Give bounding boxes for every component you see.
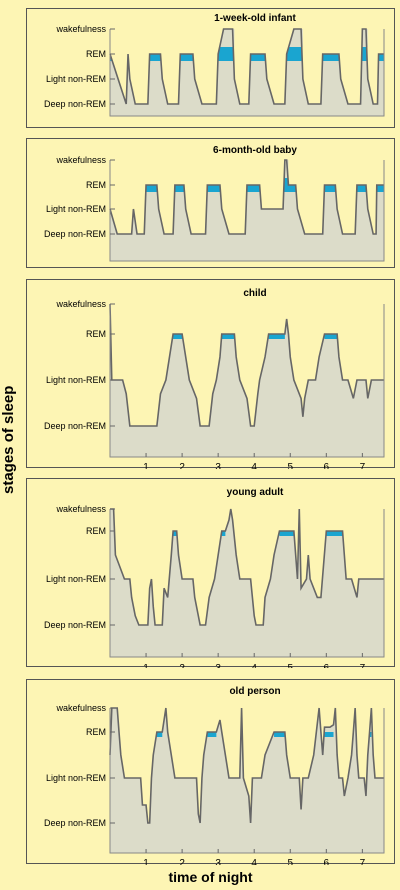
x-tick-label: 4: [251, 858, 257, 865]
x-tick-label: 6: [324, 858, 330, 865]
sleep-area: [110, 29, 384, 116]
x-tick-label: 6: [324, 462, 330, 469]
chart-panel-child: child wakefulness REM Light non-REM Deep non…: [26, 279, 395, 469]
stage-label-light-nonrem: Light non-REM: [46, 574, 106, 584]
chart-title: child: [243, 288, 266, 299]
chart-title: young adult: [227, 487, 284, 498]
rem-period: [221, 531, 226, 536]
x-tick-label: 2: [179, 462, 185, 469]
stage-label-wakefulness: wakefulness: [55, 504, 106, 514]
sleep-stage-line: [109, 28, 384, 105]
x-tick-label: 7: [360, 858, 366, 865]
y-axis-title: stages of sleep: [0, 385, 17, 495]
stage-label-rem: REM: [86, 49, 106, 59]
chart-panel-baby: 6-month-old baby wakefulness REM Light non-…: [26, 138, 395, 268]
rem-period: [274, 732, 285, 737]
chart-panel-old-person: old person wakefulness REM Light non-REM Dee…: [26, 679, 395, 865]
x-tick-label: 1: [143, 663, 149, 668]
plot-frame: [109, 29, 385, 117]
chart-title: 6-month-old baby: [213, 145, 297, 156]
stage-label-rem: REM: [86, 329, 106, 339]
x-tick-label: 2: [179, 663, 185, 668]
rem-period: [279, 531, 294, 536]
x-axis-title: time of night: [168, 869, 253, 885]
sleep-stage-line: [109, 159, 384, 235]
x-tick-label: 1: [143, 462, 149, 469]
stage-label-rem: REM: [86, 180, 106, 190]
rem-period: [207, 732, 217, 737]
x-tick-label: 4: [251, 462, 257, 469]
stage-label-deep-nonrem: Deep non-REM: [44, 99, 106, 109]
x-tick-label: 5: [287, 858, 293, 865]
rem-period: [369, 732, 372, 737]
sleep-chart-svg: young adult wakefulness REM Light non-REM De…: [44, 487, 385, 668]
plot-frame: [109, 708, 385, 854]
wake-peak: [223, 29, 233, 47]
sleep-area: [110, 304, 384, 457]
rem-period: [173, 531, 177, 536]
rem-period: [326, 531, 343, 536]
stage-label-light-nonrem: Light non-REM: [46, 204, 106, 214]
sleep-area: [110, 509, 384, 657]
x-tick-label: 5: [287, 663, 293, 668]
x-tick-label: 3: [215, 858, 221, 865]
x-tick-label: 7: [360, 663, 366, 668]
stage-label-rem: REM: [86, 526, 106, 536]
x-tick-label: 7: [360, 462, 366, 469]
x-tick-label: 3: [215, 462, 221, 469]
sleep-chart-svg: old person wakefulness REM Light non-REM Dee…: [44, 686, 385, 865]
stage-label-wakefulness: wakefulness: [55, 703, 106, 713]
stage-label-deep-nonrem: Deep non-REM: [44, 620, 106, 630]
stage-label-light-nonrem: Light non-REM: [46, 773, 106, 783]
x-tick-label: 5: [287, 462, 293, 469]
chart-title: 1-week-old infant: [214, 13, 296, 24]
x-tick-label: 1: [143, 858, 149, 865]
x-tick-label: 3: [215, 663, 221, 668]
stage-label-wakefulness: wakefulness: [55, 24, 106, 34]
wake-peak: [362, 29, 366, 47]
wake-peak: [293, 29, 302, 47]
rem-period: [156, 732, 163, 737]
stage-label-rem: REM: [86, 727, 106, 737]
rem-period: [324, 732, 334, 737]
chart-panel-young-adult: young adult wakefulness REM Light non-REM De…: [26, 478, 395, 668]
x-tick-label: 2: [179, 858, 185, 865]
plot-frame: [109, 509, 385, 658]
chart-title: old person: [229, 686, 280, 697]
rem-period: [221, 334, 235, 339]
sleep-stage-line: [110, 508, 384, 626]
stage-label-light-nonrem: Light non-REM: [46, 375, 106, 385]
stage-label-light-nonrem: Light non-REM: [46, 74, 106, 84]
wake-peak: [284, 160, 287, 178]
sleep-chart-svg: child wakefulness REM Light non-REM Deep non…: [44, 288, 385, 469]
sleep-chart-svg: 6-month-old baby wakefulness REM Light non-…: [44, 145, 385, 262]
rem-period: [268, 334, 285, 339]
sleep-chart-svg: 1-week-old infant wakefulness REM Light non…: [44, 13, 385, 117]
stage-label-deep-nonrem: Deep non-REM: [44, 229, 106, 239]
rem-period: [324, 334, 338, 339]
stage-label-deep-nonrem: Deep non-REM: [44, 421, 106, 431]
sleep-stage-line: [109, 707, 384, 824]
chart-panel-infant: 1-week-old infant wakefulness REM Light non…: [26, 8, 395, 128]
rem-period: [173, 334, 183, 339]
plot-frame: [109, 160, 385, 262]
stage-label-deep-nonrem: Deep non-REM: [44, 818, 106, 828]
sleep-stage-line: [109, 303, 384, 427]
stage-label-wakefulness: wakefulness: [55, 155, 106, 165]
x-tick-label: 4: [251, 663, 257, 668]
x-tick-label: 6: [324, 663, 330, 668]
stage-label-wakefulness: wakefulness: [55, 299, 106, 309]
